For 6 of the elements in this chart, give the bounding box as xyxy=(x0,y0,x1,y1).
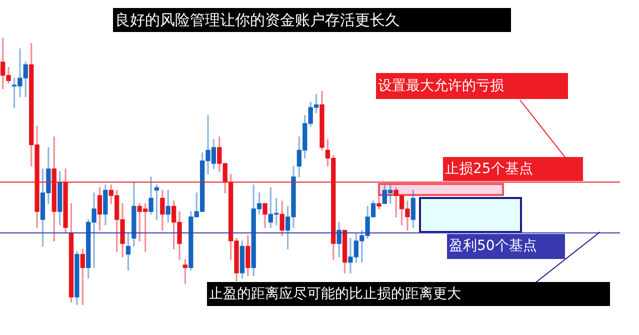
candlestick xyxy=(376,195,382,210)
chart-title: 良好的风险管理让你的资金账户存活更长久 xyxy=(113,8,511,32)
callout-box: 设置最大允许的亏损 xyxy=(376,73,568,99)
ref-line-label: 盈利50个基点 xyxy=(447,234,565,259)
callout-box: 止盈的距离应尽可能的比止损的距离更大 xyxy=(207,282,610,306)
ref-line-label: 止损25个基点 xyxy=(443,157,583,182)
